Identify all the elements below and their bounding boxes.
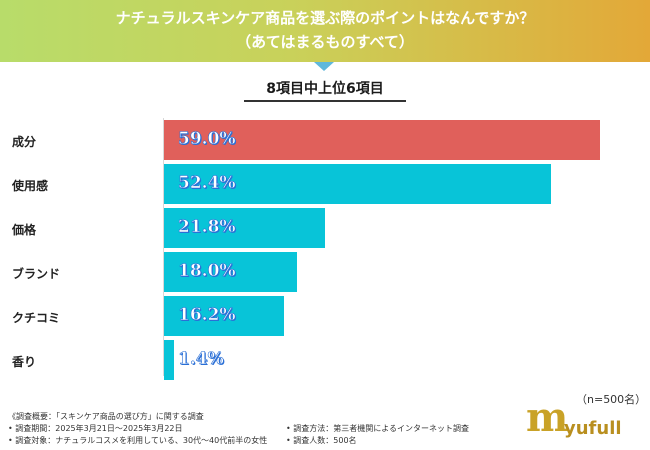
category-axis (163, 118, 164, 376)
bar-4 (164, 252, 297, 292)
category-label-3: 価格 (12, 223, 37, 237)
category-label-5: クチコミ (12, 311, 61, 325)
bar-value-label-5: 16.2% (178, 305, 236, 326)
bar-2 (164, 164, 551, 204)
footnote-respondents: • 調査人数：500名 (286, 436, 357, 445)
chart-title-line-2: （あてはまるものすべて） (236, 33, 414, 51)
chart-subtitle: 8項目中上位6項目 (266, 81, 384, 97)
bar-6 (164, 340, 174, 380)
header-pointer (314, 62, 334, 71)
bar-3 (164, 208, 325, 248)
bar-value-label-3: 21.8% (178, 217, 236, 238)
brand-logo: m yufull (526, 396, 646, 444)
footnote-method: • 調査方法：第三者機関によるインターネット調査 (286, 424, 470, 433)
bar-value-label-4: 18.0% (178, 261, 236, 282)
sample-size-note: （n=500名） (576, 393, 647, 406)
category-label-4: ブランド (12, 267, 61, 281)
chart-title-line-1: ナチュラルスキンケア商品を選ぶ際のポイントはなんですか？ (115, 9, 535, 27)
bar-value-label-2: 52.4% (178, 173, 236, 194)
bar-5 (164, 296, 284, 336)
bar-value-label-1: 59.0% (178, 129, 236, 150)
bar-1 (164, 120, 600, 160)
category-label-6: 香り (12, 355, 37, 369)
category-label-2: 使用感 (12, 179, 49, 193)
logo-text: yufull (564, 418, 622, 439)
footnote-summary: 《調査概要：「スキンケア商品の選び方」に関する調査 (8, 412, 204, 421)
category-label-1: 成分 (12, 135, 37, 149)
footnote-period: • 調査期間：2025年3月21日〜2025年3月22日 (8, 424, 183, 433)
bar-value-label-6: 1.4% (178, 349, 224, 370)
subtitle-underline (244, 100, 406, 102)
footnote-target: • 調査対象：ナチュラルコスメを利用している、30代〜40代前半の女性 (8, 436, 268, 445)
logo-mark: m (526, 394, 569, 441)
header-banner: ナチュラルスキンケア商品を選ぶ際のポイントはなんですか？ （あてはまるものすべて… (0, 0, 650, 62)
